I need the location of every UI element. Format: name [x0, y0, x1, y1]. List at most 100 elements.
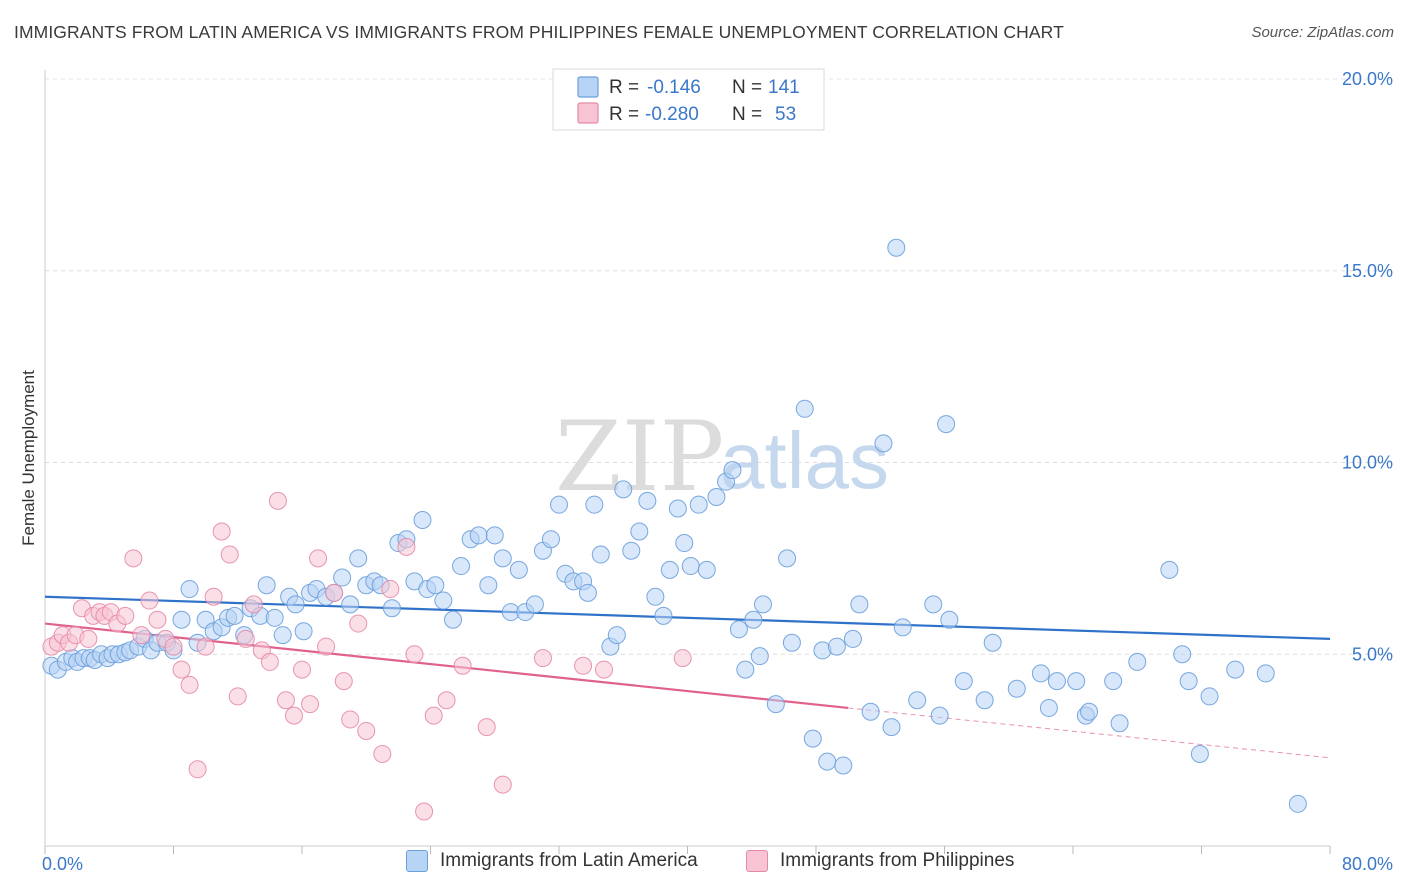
- point-latin-america: [882, 718, 901, 737]
- point-latin-america: [622, 541, 641, 560]
- legend-n-value-2: 53: [775, 104, 796, 125]
- legend-r-label-2: R =: [609, 104, 639, 125]
- point-latin-america: [509, 560, 528, 579]
- point-philippines: [325, 583, 344, 602]
- point-latin-america: [172, 610, 191, 629]
- legend-r-value-2: -0.280: [645, 104, 699, 125]
- point-philippines: [594, 660, 613, 679]
- point-philippines: [415, 802, 434, 821]
- x-tick-label: 0.0%: [42, 854, 83, 874]
- y-tick-label: 15.0%: [1342, 261, 1393, 281]
- point-latin-america: [861, 702, 880, 721]
- point-philippines: [397, 537, 416, 556]
- point-philippines: [268, 491, 287, 510]
- point-latin-america: [434, 591, 453, 610]
- point-philippines: [116, 606, 135, 625]
- point-latin-america: [1067, 672, 1086, 691]
- point-philippines: [140, 591, 159, 610]
- point-latin-america: [646, 587, 665, 606]
- point-latin-america: [630, 522, 649, 541]
- point-latin-america: [349, 549, 368, 568]
- point-philippines: [172, 660, 191, 679]
- point-philippines: [212, 522, 231, 541]
- point-latin-america: [1200, 687, 1219, 706]
- point-latin-america: [893, 618, 912, 637]
- point-philippines: [334, 672, 353, 691]
- series-legend-philippines: Immigrants from Philippines: [746, 850, 1014, 872]
- series-swatch-latin-america: [406, 850, 428, 872]
- point-latin-america: [736, 660, 755, 679]
- point-latin-america: [469, 526, 488, 545]
- point-latin-america: [413, 511, 432, 530]
- point-latin-america: [493, 549, 512, 568]
- point-latin-america: [382, 599, 401, 618]
- point-latin-america: [1007, 679, 1026, 698]
- point-philippines: [341, 710, 360, 729]
- point-philippines: [317, 637, 336, 656]
- y-tick-label: 10.0%: [1342, 453, 1393, 473]
- point-latin-america: [180, 580, 199, 599]
- point-philippines: [309, 549, 328, 568]
- point-latin-america: [1047, 672, 1066, 691]
- point-latin-america: [697, 560, 716, 579]
- point-latin-america: [681, 557, 700, 576]
- point-latin-america: [452, 557, 471, 576]
- point-philippines: [424, 706, 443, 725]
- point-philippines: [477, 718, 496, 737]
- trend-line-philippines: [44, 622, 849, 710]
- y-axis-label: Female Unemployment: [19, 370, 38, 546]
- point-latin-america: [550, 495, 568, 514]
- x-minor-ticks: [44, 846, 1331, 854]
- point-latin-america: [766, 695, 785, 714]
- series-legend-latin-america: Immigrants from Latin America: [406, 850, 698, 872]
- point-latin-america: [479, 576, 498, 595]
- point-philippines: [357, 721, 376, 740]
- point-latin-america: [940, 610, 959, 629]
- point-latin-america: [954, 672, 973, 691]
- point-philippines: [349, 614, 368, 633]
- point-latin-america: [273, 626, 292, 645]
- series-label-latin-america: Immigrants from Latin America: [440, 850, 698, 871]
- point-latin-america: [1256, 664, 1275, 683]
- point-latin-america: [525, 595, 544, 614]
- point-latin-america: [827, 637, 846, 656]
- point-latin-america: [257, 576, 276, 595]
- point-philippines: [405, 645, 424, 664]
- series-label-philippines: Immigrants from Philippines: [780, 850, 1015, 871]
- grid-lines: [45, 78, 1392, 655]
- point-latin-america: [803, 729, 822, 748]
- y-tick-labels: 5.0% 10.0% 15.0% 20.0%: [1342, 69, 1393, 664]
- point-philippines: [276, 691, 295, 710]
- series-swatch-philippines: [746, 850, 768, 872]
- point-latin-america: [341, 595, 360, 614]
- point-latin-america: [908, 691, 927, 710]
- point-latin-america: [750, 647, 769, 666]
- legend-n-label-2: N =: [732, 104, 762, 125]
- point-philippines: [260, 652, 279, 671]
- point-latin-america: [795, 399, 814, 418]
- x-tick-labels: 0.0% 80.0%: [42, 854, 1393, 874]
- point-latin-america: [1160, 560, 1179, 579]
- point-latin-america: [729, 620, 748, 639]
- point-philippines: [236, 629, 255, 648]
- legend-n-label-1: N =: [732, 77, 762, 98]
- point-latin-america: [614, 480, 633, 499]
- point-latin-america: [983, 633, 1002, 652]
- point-latin-america: [654, 606, 673, 625]
- point-philippines: [381, 580, 400, 599]
- point-philippines: [196, 637, 215, 656]
- point-philippines: [574, 656, 593, 675]
- point-latin-america: [874, 434, 893, 453]
- x-tick-label: 80.0%: [1342, 854, 1393, 874]
- watermark-atlas: atlas: [720, 416, 889, 505]
- y-tick-label: 20.0%: [1342, 69, 1393, 89]
- point-latin-america: [426, 576, 445, 595]
- point-latin-america: [850, 595, 869, 614]
- point-latin-america: [443, 610, 462, 629]
- point-latin-america: [591, 545, 610, 564]
- point-latin-america: [585, 495, 604, 514]
- point-philippines: [180, 675, 199, 694]
- point-latin-america: [975, 691, 994, 710]
- point-latin-america: [225, 606, 244, 625]
